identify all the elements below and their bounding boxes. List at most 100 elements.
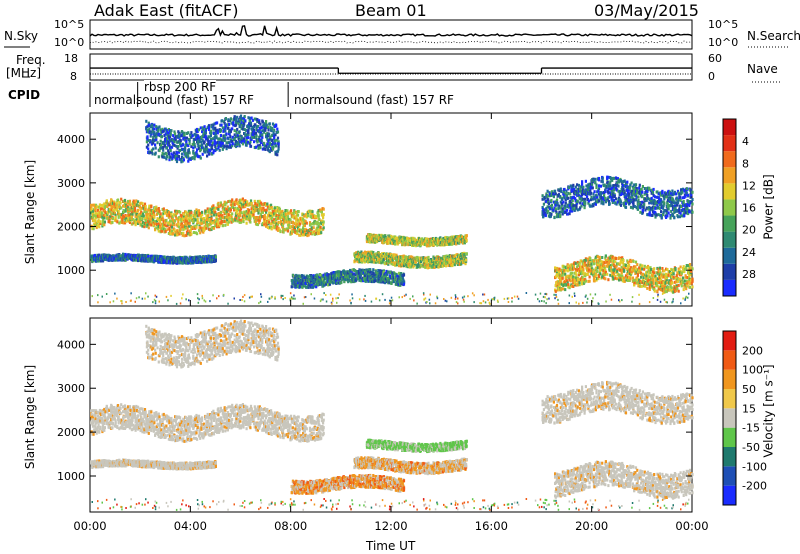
- scatter-cell: [295, 215, 298, 219]
- scatter-cell: [130, 208, 133, 212]
- scatter-cell: [183, 131, 186, 135]
- scatter-cell: [245, 136, 248, 140]
- scatter-cell: [165, 224, 168, 228]
- freq-panel-frame: [89, 53, 693, 81]
- scatter-cell: [268, 133, 271, 137]
- scatter-cell: [148, 123, 151, 127]
- scatter-cell: [382, 257, 385, 261]
- scatter-cell: [150, 142, 153, 146]
- scatter-cell: [182, 217, 185, 221]
- scatter-cell: [106, 205, 109, 208]
- scatter-cell: [192, 149, 195, 153]
- scatter-cell: [209, 138, 212, 141]
- scatter-cell: [217, 207, 220, 211]
- scatter-cell: [291, 224, 295, 228]
- scatter-cell: [293, 210, 296, 214]
- scatter-cell: [315, 215, 318, 218]
- scatter-cell: [318, 223, 321, 227]
- scatter-cell: [181, 218, 184, 222]
- scatter-cell: [259, 122, 262, 126]
- scatter-cell: [276, 153, 279, 157]
- scatter-cell: [111, 220, 114, 224]
- scatter-cell: [241, 203, 244, 207]
- scatter-cell: [259, 201, 263, 205]
- scatter-cell: [238, 220, 241, 224]
- scatter-cell: [268, 141, 271, 145]
- scatter-cell: [270, 142, 273, 146]
- scatter-cell: [219, 211, 222, 215]
- scatter-cell: [206, 224, 209, 228]
- scatter-cell: [133, 200, 136, 204]
- scatter-cell: [224, 129, 227, 133]
- scatter-cell: [212, 226, 216, 230]
- scatter-cell: [303, 224, 306, 227]
- scatter-cell: [201, 213, 204, 217]
- scatter-cell: [117, 209, 120, 213]
- scatter-cell: [209, 129, 212, 133]
- scatter-cell: [179, 142, 182, 146]
- scatter-cell: [249, 199, 253, 203]
- scatter-cell: [212, 213, 216, 217]
- scatter-cell: [236, 143, 239, 147]
- scatter-cell: [228, 123, 231, 126]
- scatter-cell: [263, 147, 266, 151]
- scatter-cell: [101, 215, 104, 219]
- scatter-cell: [209, 131, 212, 135]
- scatter-cell: [243, 137, 246, 141]
- scatter-cell: [280, 216, 283, 219]
- scatter-cell: [249, 144, 253, 148]
- scatter-cell: [223, 121, 226, 125]
- scatter-cell: [322, 223, 325, 227]
- scatter-cell: [263, 130, 266, 134]
- scatter-cell: [292, 230, 295, 234]
- scatter-cell: [165, 152, 168, 156]
- scatter-cell: [113, 211, 116, 215]
- scatter-cell: [242, 201, 245, 205]
- scatter-cell: [283, 212, 286, 216]
- scatter-cell: [276, 228, 280, 232]
- scatter-cell: [201, 145, 204, 149]
- scatter-cell: [98, 203, 101, 207]
- scatter-cell: [313, 230, 316, 234]
- scatter-cell: [222, 209, 226, 213]
- scatter-cell: [167, 149, 170, 153]
- scatter-cell: [206, 143, 209, 146]
- scatter-cell: [91, 210, 95, 214]
- scatter-cell: [231, 219, 234, 223]
- scatter-cell: [219, 221, 222, 225]
- scatter-cell: [248, 202, 251, 206]
- scatter-cell: [145, 140, 148, 144]
- scatter-cell: [154, 206, 157, 210]
- scatter-cell: [266, 213, 269, 217]
- scatter-cell: [235, 211, 238, 215]
- scatter-cell: [159, 147, 162, 151]
- scatter-cell: [214, 129, 217, 133]
- scatter-cell: [162, 129, 165, 133]
- scatter-cell: [283, 228, 286, 231]
- scatter-cell: [145, 119, 148, 123]
- scatter-cell: [160, 135, 164, 139]
- scatter-cell: [115, 201, 118, 205]
- scatter-cell: [244, 141, 248, 145]
- scatter-cell: [222, 129, 225, 133]
- scatter-cell: [143, 210, 146, 213]
- scatter-cell: [147, 143, 150, 147]
- scatter-cell: [202, 133, 206, 137]
- scatter-cell: [108, 218, 111, 222]
- scatter-cell: [309, 215, 312, 219]
- scatter-cell: [238, 219, 241, 222]
- scatter-cell: [185, 136, 189, 140]
- scatter-cell: [311, 213, 314, 217]
- scatter-cell: [215, 215, 218, 219]
- scatter-cell: [291, 212, 294, 215]
- scatter-cell: [165, 155, 169, 158]
- scatter-cell: [102, 221, 105, 224]
- scatter-cell: [180, 160, 183, 164]
- scatter-cell: [182, 227, 185, 231]
- scatter-cell: [148, 208, 151, 212]
- scatter-cell: [170, 152, 173, 156]
- scatter-cell: [101, 207, 104, 211]
- scatter-cell: [241, 205, 244, 209]
- scatter-cell: [265, 219, 268, 223]
